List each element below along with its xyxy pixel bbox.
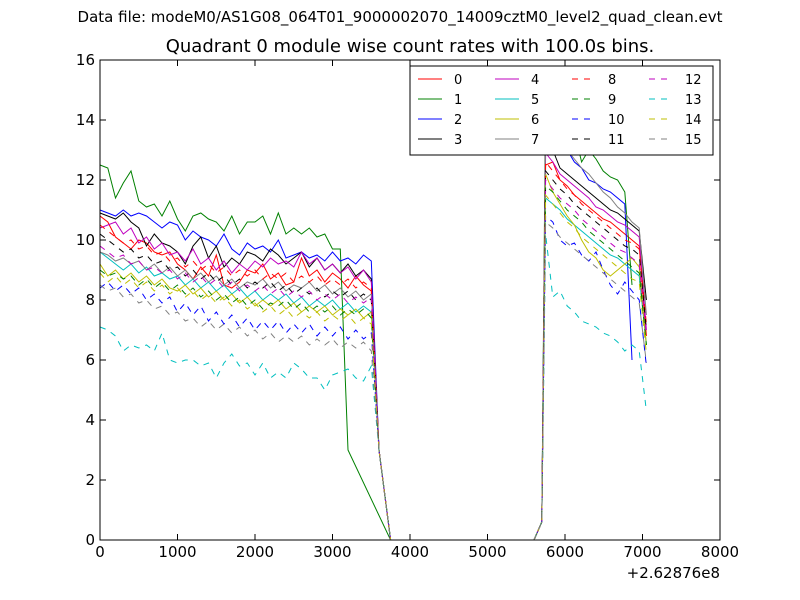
legend-label-7: 7 xyxy=(531,133,539,148)
x-tick-label: 0 xyxy=(95,543,105,561)
series-line-12 xyxy=(99,178,647,541)
series-layer xyxy=(99,89,647,541)
y-tick-label: 8 xyxy=(85,291,95,309)
series-line-0 xyxy=(99,161,647,541)
series-line-13 xyxy=(99,233,647,541)
series-line-6 xyxy=(99,173,647,541)
y-tick-label: 0 xyxy=(85,531,95,549)
x-tick-label: 5000 xyxy=(468,543,506,561)
series-line-8 xyxy=(99,160,647,541)
y-tick-label: 6 xyxy=(85,351,95,369)
suptitle: Data file: modeM0/AS1G08_064T01_90000020… xyxy=(77,8,723,26)
legend-label-6: 6 xyxy=(531,113,539,128)
x-tick-label: 8000 xyxy=(701,543,739,561)
x-tick-label: 7000 xyxy=(623,543,661,561)
legend-label-10: 10 xyxy=(608,113,625,128)
x-offset-label: +2.62876e8 xyxy=(627,564,720,582)
x-tick-label: 3000 xyxy=(313,543,351,561)
legend-label-8: 8 xyxy=(608,73,616,88)
legend-label-15: 15 xyxy=(685,133,702,148)
y-tick-label: 14 xyxy=(76,111,95,129)
chart-title: Quadrant 0 module wise count rates with … xyxy=(165,36,655,57)
legend-label-2: 2 xyxy=(454,113,462,128)
series-line-15 xyxy=(99,220,647,541)
y-tick-label: 12 xyxy=(76,171,95,189)
x-tick-label: 6000 xyxy=(546,543,584,561)
legend-label-3: 3 xyxy=(454,133,462,148)
legend-label-0: 0 xyxy=(454,73,462,88)
legend-label-4: 4 xyxy=(531,73,539,88)
legend-label-14: 14 xyxy=(685,113,702,128)
legend-label-13: 13 xyxy=(685,93,702,108)
x-tick-label: 4000 xyxy=(391,543,429,561)
series-line-14 xyxy=(99,193,647,541)
legend-label-1: 1 xyxy=(454,93,462,108)
ticks-layer: 0 1000 2000 3000 4000 5000 6000 7000 80000246810… xyxy=(76,51,739,561)
series-line-3 xyxy=(99,131,647,541)
y-tick-label: 16 xyxy=(76,51,95,69)
y-tick-label: 4 xyxy=(85,411,95,429)
legend-label-12: 12 xyxy=(685,73,702,88)
x-tick-label: 2000 xyxy=(236,543,274,561)
legend-box xyxy=(409,65,714,156)
y-tick-label: 2 xyxy=(85,471,95,489)
y-tick-label: 10 xyxy=(76,231,95,249)
legend-label-11: 11 xyxy=(608,133,625,148)
series-line-10 xyxy=(99,214,647,541)
legend-label-9: 9 xyxy=(608,93,616,108)
series-line-4 xyxy=(99,151,647,541)
x-tick-label: 1000 xyxy=(158,543,196,561)
series-line-1 xyxy=(99,89,633,541)
legend-label-5: 5 xyxy=(531,93,539,108)
